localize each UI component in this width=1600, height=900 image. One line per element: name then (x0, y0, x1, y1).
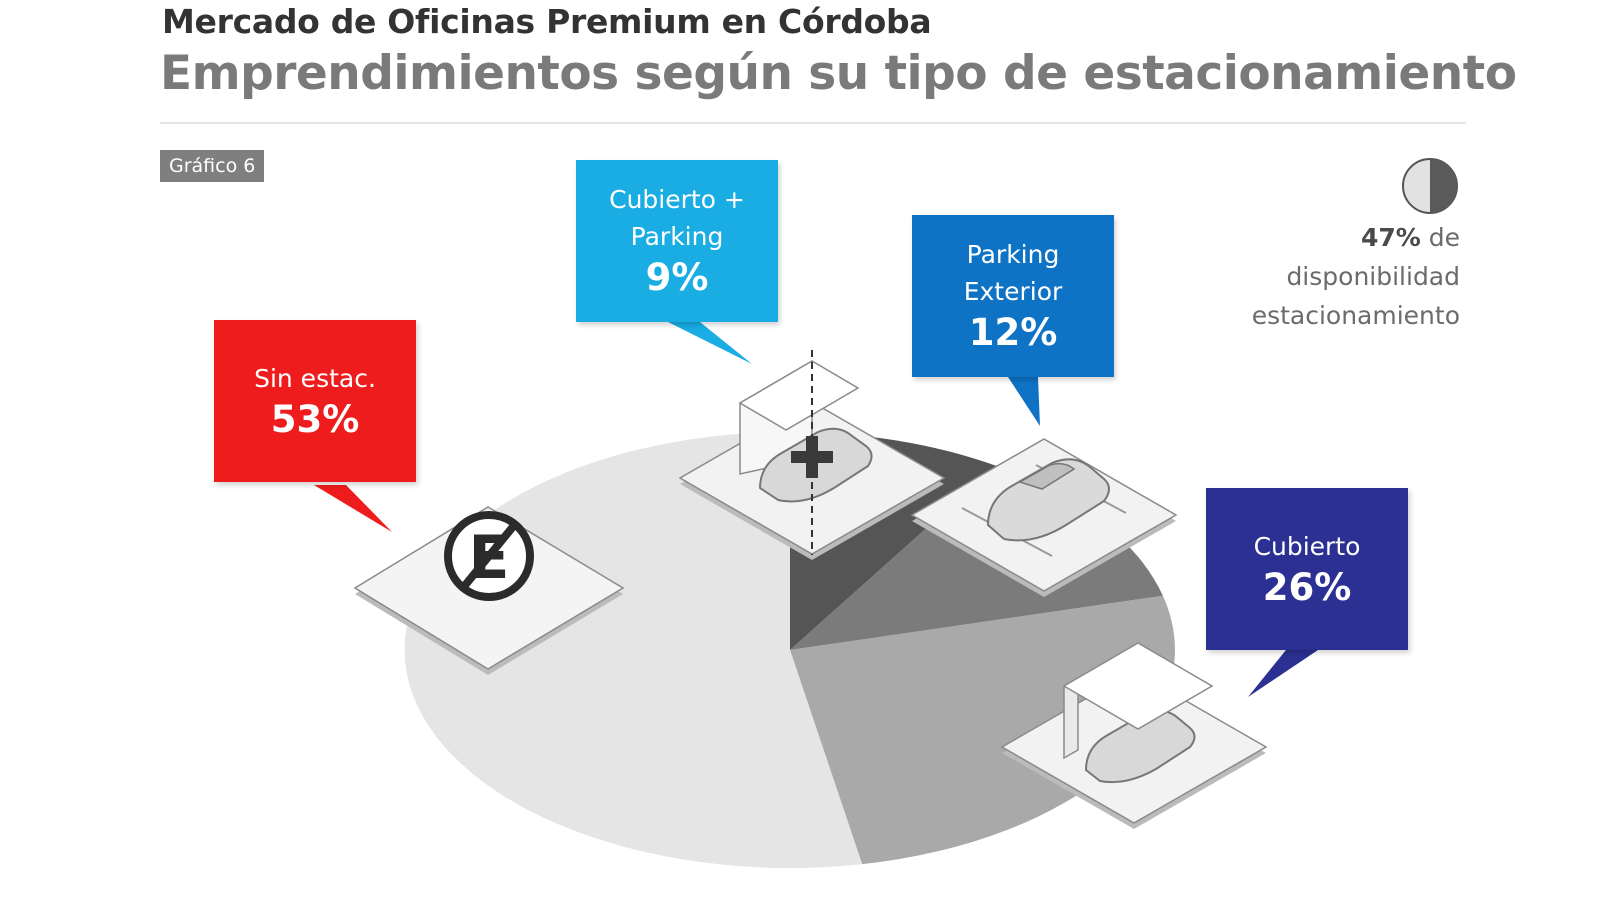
callout-sin-estac: Sin estac. 53% (214, 320, 416, 482)
callout-label: Cubierto (1253, 531, 1361, 561)
availability-value: 47% (1360, 223, 1421, 252)
callout-value: 9% (645, 256, 709, 299)
pie-slice-cubierto (790, 595, 1175, 865)
callout-label: Cubierto + Parking (609, 185, 745, 251)
availability-note: 47% de disponibilidad estacionamiento (1200, 218, 1460, 335)
title-divider (160, 122, 1466, 124)
callout-label: Sin estac. (254, 363, 376, 393)
no-parking-icon: E (353, 506, 625, 675)
figure-tag: Gráfico 6 (160, 150, 265, 182)
callout-value: 26% (1262, 565, 1352, 609)
availability-text-de: de (1428, 223, 1460, 252)
outdoor-parking-icon (910, 438, 1178, 597)
covered-parking-icon (678, 350, 946, 560)
chart-title: Mercado de Oficinas Premium en Córdoba (162, 2, 932, 41)
callout-value: 12% (968, 311, 1058, 354)
callout-parking-exterior: Parking Exterior 12% (912, 215, 1114, 377)
availability-text-estacionamiento: estacionamiento (1251, 301, 1460, 330)
chart-subtitle: Emprendimientos según su tipo de estacio… (160, 46, 1517, 101)
callout-cubierto-parking: Cubierto + Parking 9% (576, 160, 778, 322)
pointer-cubierto-parking (668, 322, 752, 364)
callout-pointers (314, 322, 1318, 697)
availability-text-disponibilidad: disponibilidad (1286, 262, 1460, 291)
callout-value: 53% (270, 397, 360, 441)
pointer-sin-estac (314, 485, 392, 532)
availability-icon (1402, 158, 1458, 214)
callout-label: Parking Exterior (963, 240, 1063, 306)
carport-icon (1000, 642, 1268, 829)
callout-cubierto: Cubierto 26% (1206, 488, 1408, 650)
pointer-parking-exterior (1008, 377, 1040, 426)
pointer-cubierto (1248, 650, 1318, 697)
